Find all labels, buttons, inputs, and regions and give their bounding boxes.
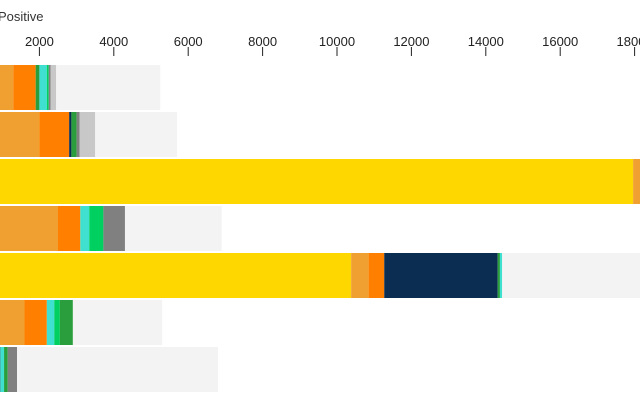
bar-segment-gray[interactable]: [7, 347, 18, 392]
bar-row: [0, 206, 222, 251]
bar-segment-dark-green[interactable]: [497, 253, 500, 298]
bar-segment-navy[interactable]: [69, 112, 72, 157]
bar-segment-green[interactable]: [54, 300, 60, 345]
bar-segment-turquoise[interactable]: [499, 253, 503, 298]
bar-segment-navy[interactable]: [384, 253, 498, 298]
bar-segment-remaining[interactable]: [95, 112, 178, 157]
bar-row: [0, 159, 640, 204]
bar-segment-orange[interactable]: [13, 65, 36, 110]
bar-segment-gray[interactable]: [103, 206, 125, 251]
bar-row: [0, 300, 163, 345]
bar-segment-orange[interactable]: [58, 206, 81, 251]
x-tick-label: 4000: [99, 34, 128, 49]
bar-segment-orange[interactable]: [39, 112, 70, 157]
bar-segment-light-gray[interactable]: [79, 112, 96, 157]
bar-segment-green[interactable]: [46, 65, 49, 110]
bar-segment-dark-green[interactable]: [71, 112, 77, 157]
x-tick-label: 16000: [542, 34, 578, 49]
bar-segment-yellow[interactable]: [0, 253, 352, 298]
bar-segment-light-gray[interactable]: [50, 65, 57, 110]
x-tick-label: 18000: [617, 34, 640, 49]
bar-segment-dark-green[interactable]: [35, 65, 40, 110]
x-tick-label: 14000: [468, 34, 504, 49]
bar-segment-yellow[interactable]: [0, 159, 634, 204]
bar-segment-light-orange[interactable]: [351, 253, 369, 298]
bar-segment-light-orange[interactable]: [0, 206, 58, 251]
bar-segment-turquoise[interactable]: [39, 65, 47, 110]
x-tick-label: 8000: [248, 34, 277, 49]
bar-row: [0, 112, 178, 157]
bar-segment-remaining[interactable]: [502, 253, 640, 298]
bar-segment-remaining[interactable]: [72, 300, 163, 345]
bar-segment-remaining[interactable]: [124, 206, 222, 251]
x-tick-label: 10000: [319, 34, 355, 49]
bar-row: [0, 253, 640, 298]
bar-row: [0, 347, 218, 392]
bar-segment-gray[interactable]: [76, 112, 80, 157]
bar-segment-dark-green[interactable]: [4, 347, 8, 392]
bar-segment-remaining[interactable]: [56, 65, 161, 110]
x-tick-label: 2000: [25, 34, 54, 49]
bar-segment-turquoise[interactable]: [46, 300, 55, 345]
x-tick-label: 12000: [393, 34, 429, 49]
bar-segment-orange[interactable]: [24, 300, 47, 345]
bar-segment-green[interactable]: [89, 206, 104, 251]
x-tick-label: 6000: [174, 34, 203, 49]
bar-segment-light-orange[interactable]: [0, 65, 14, 110]
bar-segment-remaining[interactable]: [17, 347, 218, 392]
bar-segment-light-orange[interactable]: [0, 300, 25, 345]
bar-row: [0, 65, 161, 110]
bar-segment-light-orange[interactable]: [633, 159, 640, 204]
bar-segment-light-orange[interactable]: [0, 112, 40, 157]
bar-segment-turquoise[interactable]: [80, 206, 90, 251]
bar-segment-turquoise[interactable]: [0, 347, 5, 392]
bar-segment-orange[interactable]: [368, 253, 385, 298]
bar-segment-dark-green[interactable]: [59, 300, 73, 345]
bar-segment-gray[interactable]: [48, 65, 51, 110]
x-axis-title: Positive: [0, 9, 44, 24]
